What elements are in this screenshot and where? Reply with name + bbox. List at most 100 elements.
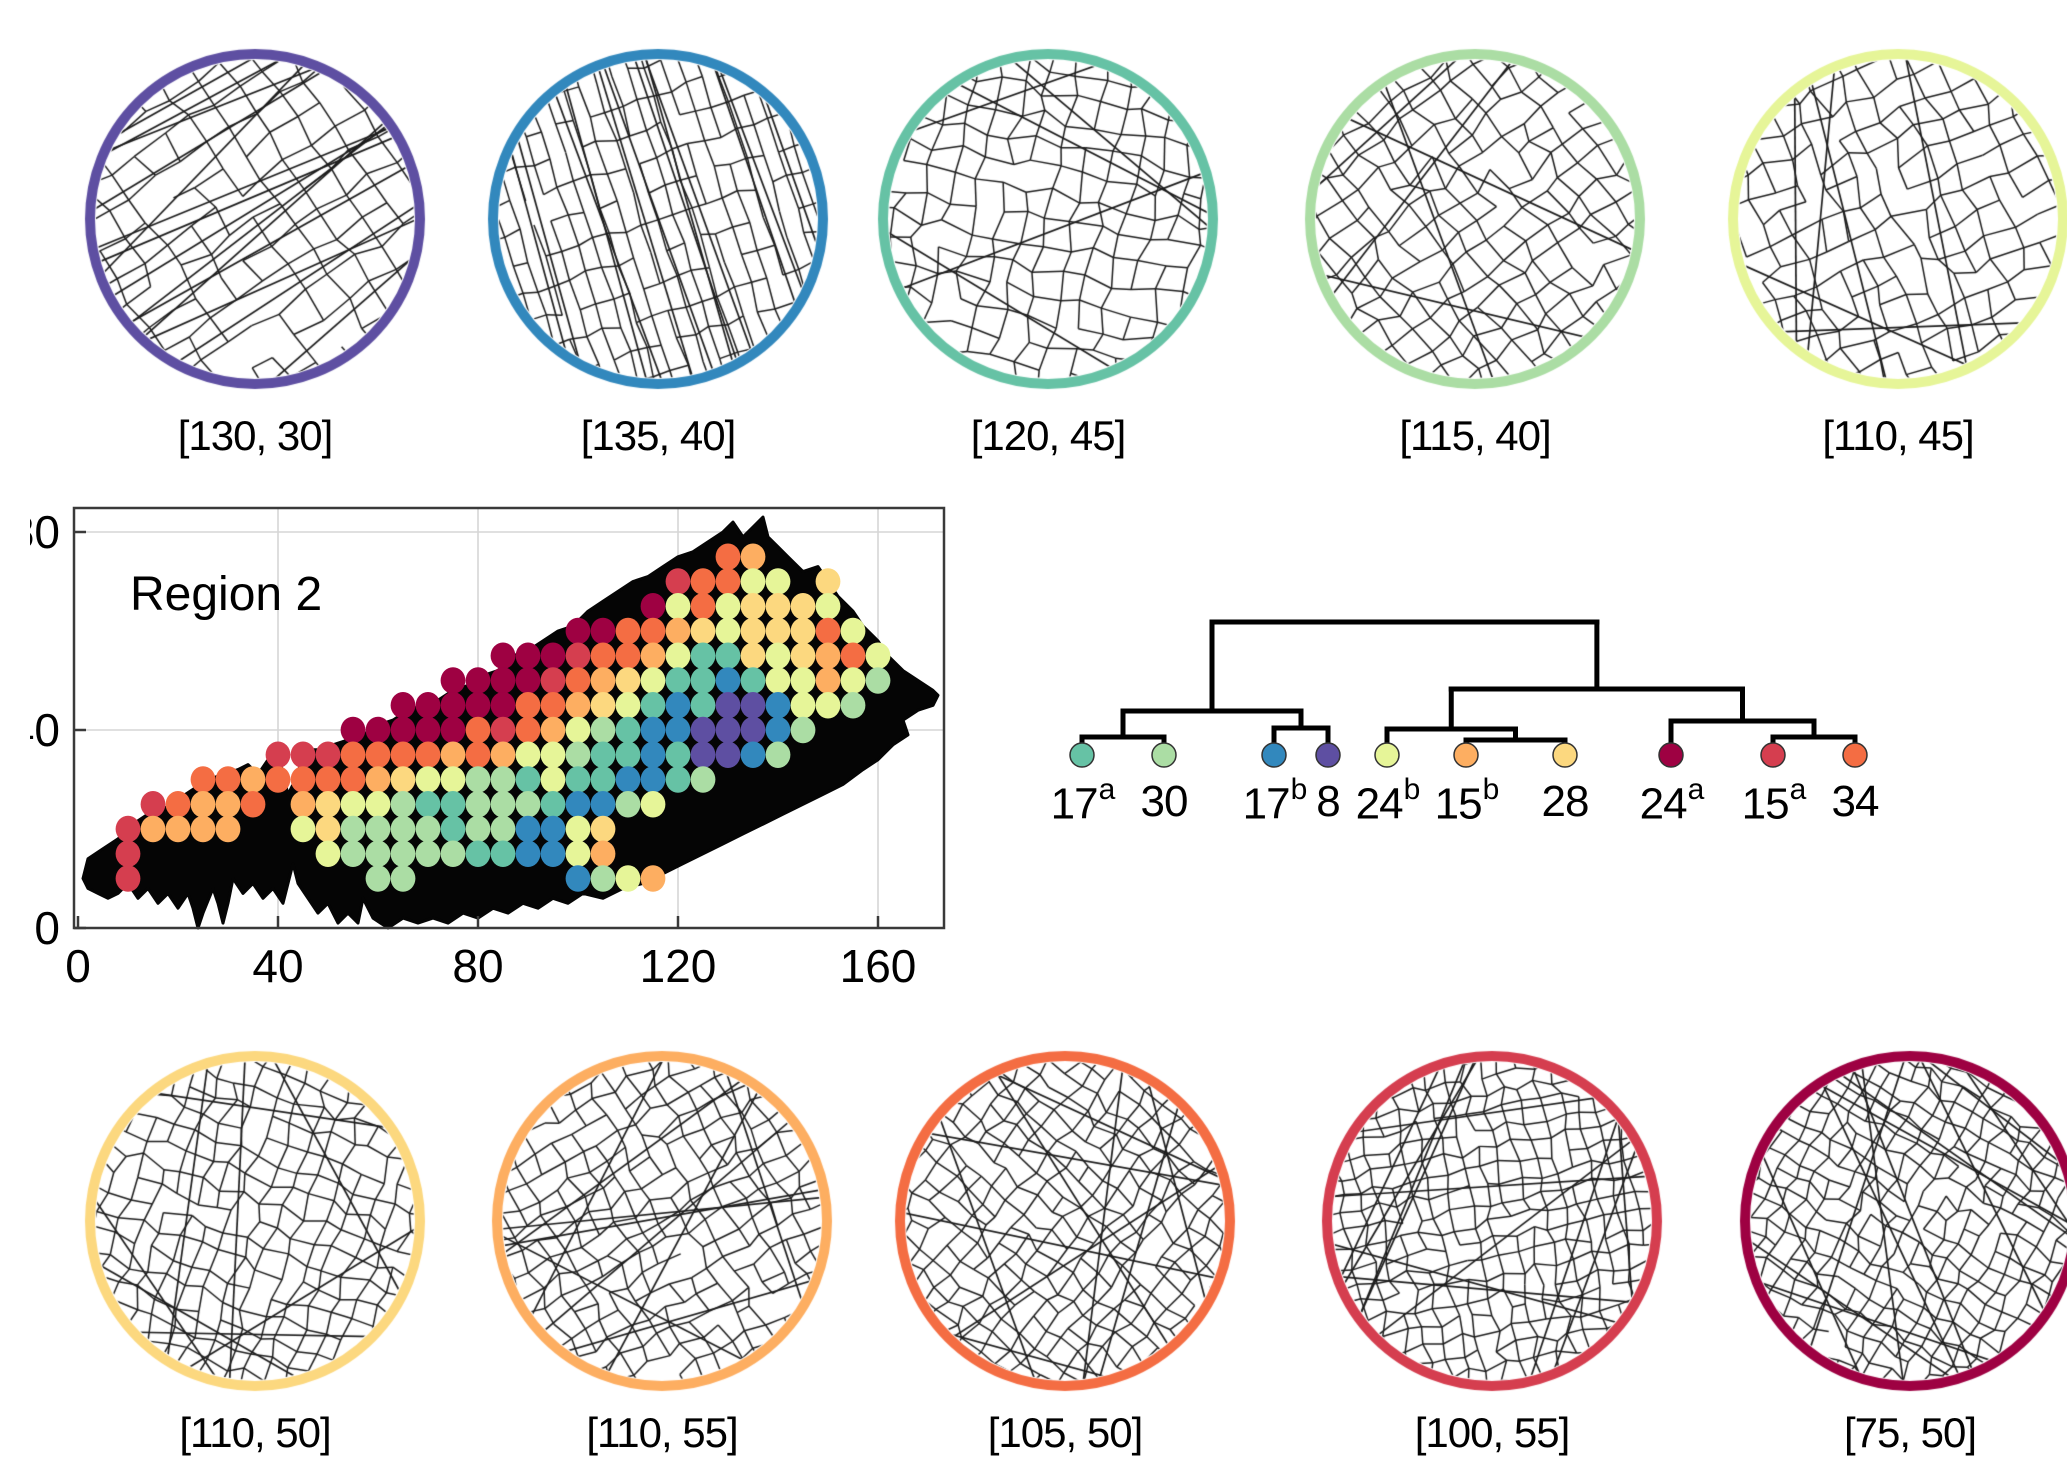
dendrogram-tree: [1069, 619, 1868, 768]
map-dot: [665, 617, 691, 645]
map-dot: [465, 840, 491, 867]
axis-ticks: [74, 530, 880, 930]
map-title: Region 2: [130, 568, 322, 621]
map-dot: [540, 642, 566, 669]
map-dot: [540, 741, 566, 768]
map-dot: [490, 692, 516, 719]
map-dot: [515, 692, 541, 719]
map-dot: [340, 766, 366, 793]
dendrogram-leaf-label: 28: [1541, 777, 1590, 826]
map-dot: [490, 766, 516, 793]
map-dot: [690, 741, 716, 768]
map-dot: [565, 766, 591, 793]
map-dot: [565, 617, 591, 645]
sample-grid-dots: [115, 543, 891, 892]
map-dot: [365, 840, 391, 867]
map-dot: [665, 642, 691, 669]
map-dot: [765, 667, 791, 694]
map-dot: [215, 815, 241, 843]
y-tick-label: 0: [34, 902, 60, 954]
map-dot: [365, 791, 391, 818]
map-dot: [115, 865, 141, 892]
map-dot: [540, 815, 566, 843]
map-dot: [740, 642, 766, 669]
y-tick-label: 80: [30, 506, 60, 558]
map-dot: [790, 667, 816, 694]
map-dot: [590, 716, 616, 744]
map-dot: [515, 716, 541, 744]
map-dot: [315, 840, 341, 867]
map-dot: [340, 741, 366, 768]
dendrogram-leaf-label: 34: [1831, 777, 1880, 826]
map-dot: [665, 667, 691, 694]
map-dot: [290, 791, 316, 818]
map-dot: [665, 593, 691, 620]
dendrogram-leaf-node: [1151, 742, 1177, 768]
map-dot: [490, 716, 516, 744]
map-dot: [365, 865, 391, 892]
map-dot: [640, 692, 666, 719]
map-dot: [590, 667, 616, 694]
map-dot: [215, 791, 241, 818]
dendrogram-leaf-label: 17a: [1050, 773, 1116, 829]
map-dot: [790, 692, 816, 719]
map-dot: [465, 815, 491, 843]
map-dot: [640, 667, 666, 694]
map-dot: [515, 766, 541, 793]
crack-network-canvas-110-55: [487, 1046, 837, 1396]
map-dot: [190, 815, 216, 843]
map-dot: [515, 741, 541, 768]
inset-label-110-50: [110, 50]: [179, 1409, 331, 1456]
map-dot: [615, 741, 641, 768]
map-dot: [815, 692, 841, 719]
map-dot: [265, 741, 291, 768]
dendrogram-leaf-label: 8: [1316, 777, 1340, 826]
x-tick-label: 0: [65, 940, 91, 992]
map-dot: [715, 667, 741, 694]
map-dot: [390, 716, 416, 744]
map-dot: [465, 716, 491, 744]
dendrogram-leaf-label: 24a: [1639, 773, 1705, 829]
map-dot: [290, 815, 316, 843]
dendrogram-leaf-label: 17b: [1242, 773, 1308, 829]
x-tick-label: 160: [840, 940, 917, 992]
map-dot: [665, 741, 691, 768]
crack-network-canvas-110-45: [1723, 44, 2067, 394]
map-dot: [290, 766, 316, 793]
map-dot: [315, 741, 341, 768]
map-dot: [365, 815, 391, 843]
map-dot: [640, 741, 666, 768]
map-dot: [640, 766, 666, 793]
inset-105-50: [105, 50]: [890, 1046, 1250, 1466]
dendrogram-leaf-node: [1261, 742, 1287, 768]
map-dot: [565, 865, 591, 892]
map-dot: [315, 766, 341, 793]
map-dot: [115, 815, 141, 843]
inset-label-110-55: [110, 55]: [586, 1409, 738, 1456]
dendrogram-leaf-node: [1552, 742, 1578, 768]
inset-label-110-45: [110, 45]: [1822, 412, 1974, 459]
inset-label-75-50: [75, 50]: [1843, 1409, 1977, 1456]
map-dot: [140, 815, 166, 843]
map-dot: [865, 642, 891, 669]
map-dot: [640, 642, 666, 669]
map-dot: [390, 766, 416, 793]
map-dot: [515, 642, 541, 669]
map-dot: [790, 716, 816, 744]
map-dot: [690, 716, 716, 744]
map-dot: [515, 667, 541, 694]
dendrogram-leaf-node: [1315, 742, 1341, 768]
map-dot: [415, 840, 441, 867]
x-tick-label: 40: [252, 940, 303, 992]
map-dot: [440, 692, 466, 719]
map-dot: [690, 568, 716, 595]
dendrogram-leaf-node: [1658, 742, 1684, 768]
map-dot: [690, 593, 716, 620]
map-dot: [390, 840, 416, 867]
map-dot: [590, 815, 616, 843]
map-dot: [215, 766, 241, 793]
x-tick-label: 120: [640, 940, 717, 992]
inset-label-135-40: [135, 40]: [580, 412, 736, 459]
inset-110-55: [110, 55]: [487, 1046, 847, 1466]
map-dot: [340, 840, 366, 867]
